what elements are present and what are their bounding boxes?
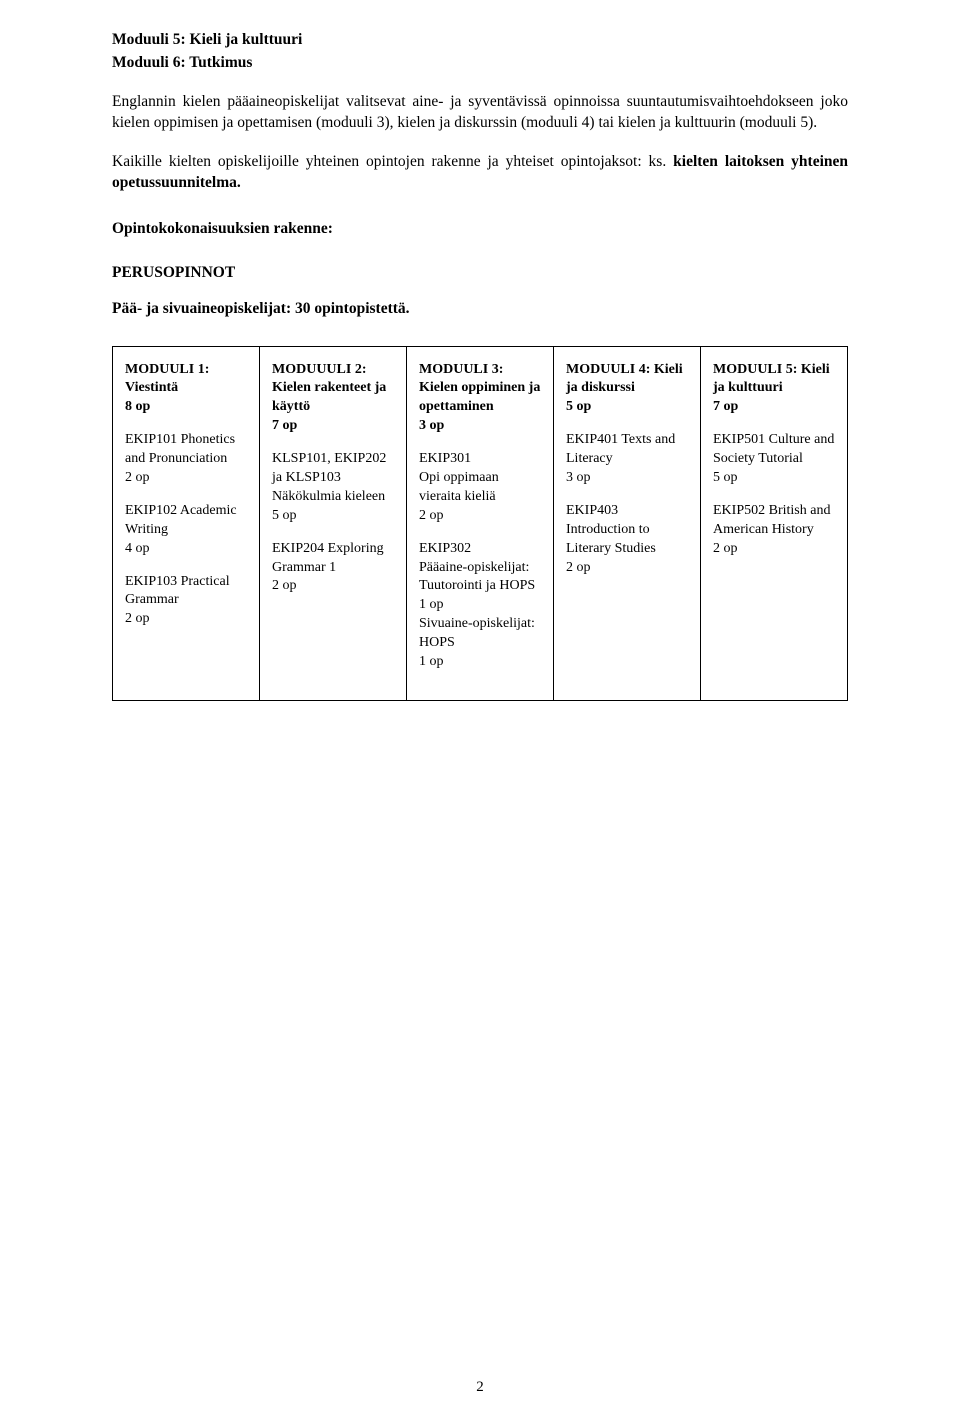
mod4-course2: EKIP403 Introduction to Literary Studies: [566, 503, 656, 556]
mod5-course1: EKIP501 Culture and Society Tutorial: [713, 432, 834, 466]
mod1-course1-op: 2 op: [125, 470, 150, 485]
module-4-cell: MODUULI 4: Kieli ja diskurssi 5 op EKIP4…: [554, 346, 701, 700]
curriculum-reference: Kaikille kielten opiskelijoille yhteinen…: [112, 152, 848, 194]
mod3-course1: EKIP301: [419, 451, 471, 466]
mod5-course2-op: 2 op: [713, 541, 738, 556]
curriculum-ref-text: Kaikille kielten opiskelijoille yhteinen…: [112, 153, 673, 170]
modules-table: MODUULI 1: Viestintä 8 op EKIP101 Phonet…: [112, 346, 848, 701]
mod5-title: MODUULI 5: Kieli ja kulttuuri: [713, 362, 830, 396]
mod4-course2-op: 2 op: [566, 560, 591, 575]
mod3-course2c: Sivuaine-opiskelijat: HOPS: [419, 616, 535, 650]
mod2-course2-op: 2 op: [272, 578, 297, 593]
mod4-course1: EKIP401 Texts and Literacy: [566, 432, 675, 466]
mod1-course1: EKIP101 Phonetics and Pronunciation: [125, 432, 235, 466]
intro-paragraph: Englannin kielen pääaineopiskelijat vali…: [112, 92, 848, 134]
mod1-title: MODUULI 1: Viestintä: [125, 362, 209, 396]
module-6-heading: Moduuli 6: Tutkimus: [112, 53, 848, 74]
mod2-title: MODUUULI 2: Kielen rakenteet ja käyttö: [272, 362, 386, 415]
structure-heading: Opintokokonaisuuksien rakenne:: [112, 220, 848, 238]
mod3-course2-op2: 1 op: [419, 654, 444, 669]
mod5-course2: EKIP502 British and American History: [713, 503, 830, 537]
mod5-credits: 7 op: [713, 399, 738, 414]
perusopinnot-heading: PERUSOPINNOT: [112, 264, 848, 282]
mod3-course2-op: 1 op: [419, 597, 444, 612]
mod1-course3: EKIP103 Practical Grammar: [125, 574, 230, 608]
mod3-course1b: Opi oppimaan vieraita kieliä: [419, 470, 499, 504]
mod2-course1: KLSP101, EKIP202 ja KLSP103 Näkökulmia k…: [272, 451, 386, 504]
mod1-course2-op: 4 op: [125, 541, 150, 556]
module-5-cell: MODUULI 5: Kieli ja kulttuuri 7 op EKIP5…: [701, 346, 848, 700]
mod2-course1-op: 5 op: [272, 508, 297, 523]
mod3-course1-op: 2 op: [419, 508, 444, 523]
mod3-course2a: EKIP302: [419, 541, 471, 556]
mod4-credits: 5 op: [566, 399, 591, 414]
mod3-course2b: Pääaine-opiskelijat: Tuutorointi ja HOPS: [419, 560, 535, 594]
mod3-title: MODUULI 3: Kielen oppiminen ja opettamin…: [419, 362, 540, 415]
mod2-credits: 7 op: [272, 418, 297, 433]
page-number: 2: [0, 1379, 960, 1396]
module-2-cell: MODUUULI 2: Kielen rakenteet ja käyttö 7…: [260, 346, 407, 700]
mod2-course2: EKIP204 Exploring Grammar 1: [272, 541, 384, 575]
mod3-credits: 3 op: [419, 418, 444, 433]
mod4-title: MODUULI 4: Kieli ja diskurssi: [566, 362, 683, 396]
mod1-course3-op: 2 op: [125, 611, 150, 626]
mod5-course1-op: 5 op: [713, 470, 738, 485]
module-3-cell: MODUULI 3: Kielen oppiminen ja opettamin…: [407, 346, 554, 700]
credits-heading: Pää- ja sivuaineopiskelijat: 30 opintopi…: [112, 300, 848, 318]
table-row: MODUULI 1: Viestintä 8 op EKIP101 Phonet…: [113, 346, 848, 700]
mod4-course1-op: 3 op: [566, 470, 591, 485]
mod1-credits: 8 op: [125, 399, 150, 414]
module-5-heading: Moduuli 5: Kieli ja kulttuuri: [112, 30, 848, 51]
mod1-course2: EKIP102 Academic Writing: [125, 503, 237, 537]
module-1-cell: MODUULI 1: Viestintä 8 op EKIP101 Phonet…: [113, 346, 260, 700]
